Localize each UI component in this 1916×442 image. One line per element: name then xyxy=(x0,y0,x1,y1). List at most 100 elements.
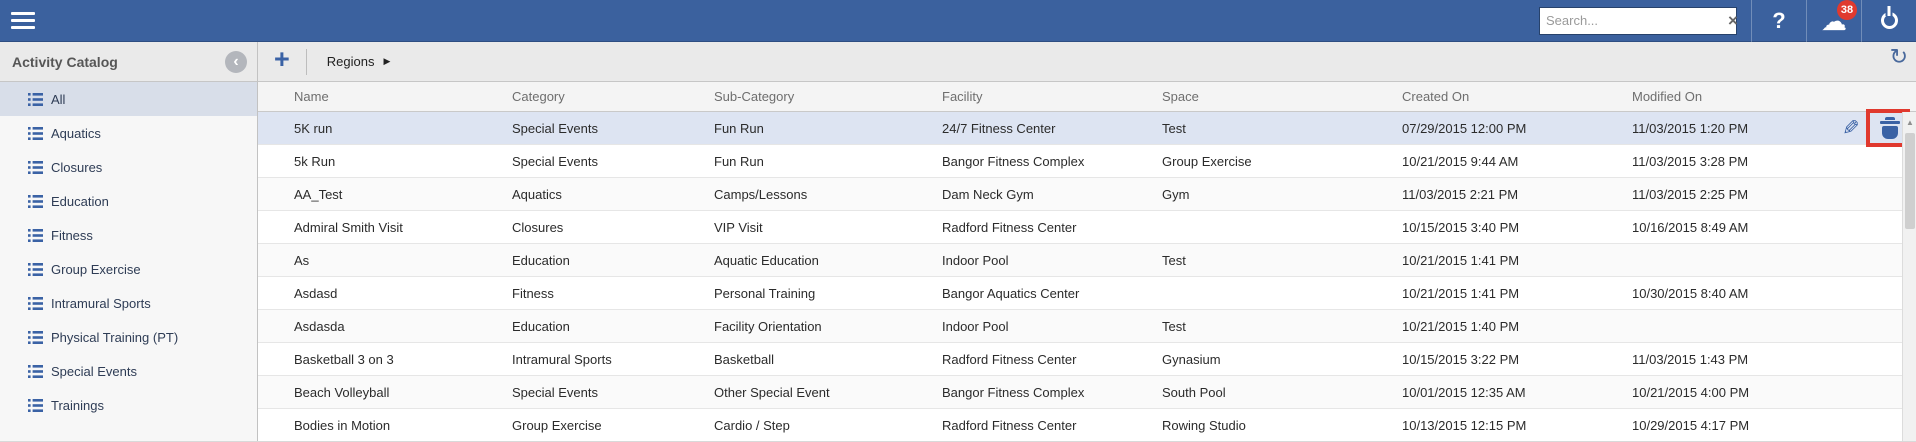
list-icon xyxy=(28,126,43,140)
table-row[interactable]: Beach Volleyball Special Events Other Sp… xyxy=(258,376,1916,409)
sub-bar: Activity Catalog ‹ + Regions ▶ ↻ xyxy=(0,42,1916,82)
cell-sub-category: Camps/Lessons xyxy=(714,186,808,202)
sidebar-collapse-button[interactable]: ‹ xyxy=(225,50,247,73)
breadcrumb[interactable]: Regions ▶ xyxy=(327,54,391,69)
edit-button[interactable]: ✎ xyxy=(1842,117,1860,140)
cell-name: As xyxy=(294,252,310,268)
hamburger-lines xyxy=(11,12,35,29)
table-row[interactable]: Bodies in Motion Group Exercise Cardio /… xyxy=(258,409,1916,441)
sidebar-item-label: All xyxy=(51,91,66,107)
activity-table: Name Category Sub-Category Facility Spac… xyxy=(258,82,1916,441)
sidebar-item-aquatics[interactable]: Aquatics xyxy=(0,116,257,150)
cell-sub-category: Fun Run xyxy=(714,153,764,169)
sidebar-item-group-exercise[interactable]: Group Exercise xyxy=(0,252,257,286)
cell-space: Rowing Studio xyxy=(1162,417,1246,433)
topbar-divider xyxy=(1806,0,1807,42)
cell-created-on: 10/15/2015 3:40 PM xyxy=(1402,219,1520,235)
scroll-up-icon[interactable]: ▲ xyxy=(1903,114,1916,131)
sidebar-item-label: Closures xyxy=(51,159,103,175)
logout-button[interactable] xyxy=(1862,0,1916,42)
cell-facility: Bangor Aquatics Center xyxy=(942,285,1080,301)
list-icon xyxy=(28,160,43,174)
sidebar-item-education[interactable]: Education xyxy=(0,184,257,218)
column-header-space[interactable]: Space xyxy=(1162,89,1199,104)
cell-name: Asdasda xyxy=(294,318,345,334)
cell-facility: Radford Fitness Center xyxy=(942,417,1077,433)
topbar-divider xyxy=(1751,0,1752,42)
column-header-name[interactable]: Name xyxy=(294,89,329,104)
list-icon xyxy=(28,364,43,378)
delete-button[interactable] xyxy=(1880,116,1900,139)
sidebar-item-all[interactable]: All xyxy=(0,82,257,116)
add-button[interactable]: + xyxy=(258,46,306,77)
cell-space: Test xyxy=(1162,318,1186,334)
cell-category: Closures xyxy=(512,219,564,235)
table-row[interactable]: Asdasda Education Facility Orientation I… xyxy=(258,310,1916,343)
cell-modified-on: 11/03/2015 3:28 PM xyxy=(1632,153,1749,169)
table-row[interactable]: Admiral Smith Visit Closures VIP Visit R… xyxy=(258,211,1916,244)
sidebar-item-label: Fitness xyxy=(51,227,93,243)
list-icon xyxy=(28,330,43,344)
cell-sub-category: Cardio / Step xyxy=(714,417,790,433)
table-row[interactable]: Basketball 3 on 3 Intramural Sports Bask… xyxy=(258,343,1916,376)
search-input[interactable] xyxy=(1540,8,1728,33)
table-row[interactable]: Asdasd Fitness Personal Training Bangor … xyxy=(258,277,1916,310)
cell-name: Basketball 3 on 3 xyxy=(294,351,394,367)
sidebar-item-label: Special Events xyxy=(51,363,137,379)
sidebar-item-intramural-sports[interactable]: Intramural Sports xyxy=(0,286,257,320)
cell-created-on: 07/29/2015 12:00 PM xyxy=(1402,120,1527,136)
notification-badge: 38 xyxy=(1837,0,1857,20)
vertical-scrollbar[interactable]: ▲ xyxy=(1902,112,1916,441)
cell-modified-on: 11/03/2015 2:25 PM xyxy=(1632,186,1749,202)
cell-space: South Pool xyxy=(1162,384,1226,400)
table-row[interactable]: 5K run Special Events Fun Run 24/7 Fitne… xyxy=(258,109,1916,147)
cloud-sync-button[interactable]: ☁ 38 xyxy=(1807,0,1861,42)
scrollbar-thumb[interactable] xyxy=(1904,132,1915,229)
table-header-row: Name Category Sub-Category Facility Spac… xyxy=(258,82,1916,112)
help-button[interactable]: ? xyxy=(1752,0,1806,42)
cell-sub-category: Fun Run xyxy=(714,120,764,136)
pencil-icon: ✎ xyxy=(1842,117,1860,140)
sidebar-item-closures[interactable]: Closures xyxy=(0,150,257,184)
column-header-modified-on[interactable]: Modified On xyxy=(1632,89,1703,104)
list-icon xyxy=(28,228,43,242)
column-header-facility[interactable]: Facility xyxy=(942,89,983,104)
list-icon xyxy=(28,92,43,106)
sidebar-item-label: Physical Training (PT) xyxy=(51,329,179,345)
cell-modified-on: 10/21/2015 4:00 PM xyxy=(1632,384,1750,400)
cell-facility: Bangor Fitness Complex xyxy=(942,384,1085,400)
topbar-divider xyxy=(1861,0,1862,42)
sidebar-item-label: Group Exercise xyxy=(51,261,141,277)
cell-category: Group Exercise xyxy=(512,417,602,433)
column-header-category[interactable]: Category xyxy=(512,89,565,104)
sidebar-item-label: Intramural Sports xyxy=(51,295,151,311)
table-row[interactable]: As Education Aquatic Education Indoor Po… xyxy=(258,244,1916,277)
cell-facility: Radford Fitness Center xyxy=(942,351,1077,367)
refresh-icon[interactable]: ↻ xyxy=(1889,44,1908,69)
hamburger-menu-icon[interactable] xyxy=(0,0,46,42)
column-header-created-on[interactable]: Created On xyxy=(1402,89,1470,104)
cell-sub-category: Basketball xyxy=(714,351,774,367)
list-icon xyxy=(28,296,43,310)
cell-name: Admiral Smith Visit xyxy=(294,219,403,235)
cell-created-on: 10/01/2015 12:35 AM xyxy=(1402,384,1526,400)
sidebar-item-physical-training[interactable]: Physical Training (PT) xyxy=(0,320,257,354)
cell-facility: Bangor Fitness Complex xyxy=(942,153,1085,169)
cell-sub-category: Personal Training xyxy=(714,285,816,301)
sidebar-item-special-events[interactable]: Special Events xyxy=(0,354,257,388)
sidebar-item-trainings[interactable]: Trainings xyxy=(0,388,257,422)
breadcrumb-label: Regions xyxy=(326,54,375,69)
search-clear-icon[interactable]: × xyxy=(1728,11,1738,30)
column-header-sub-category[interactable]: Sub-Category xyxy=(714,89,795,104)
cell-space: Group Exercise xyxy=(1162,153,1252,169)
sidebar-item-fitness[interactable]: Fitness xyxy=(0,218,257,252)
cell-category: Fitness xyxy=(512,285,554,301)
cell-name: AA_Test xyxy=(294,186,343,202)
cell-created-on: 10/15/2015 3:22 PM xyxy=(1402,351,1520,367)
table-row[interactable]: AA_Test Aquatics Camps/Lessons Dam Neck … xyxy=(258,178,1916,211)
sidebar-header: Activity Catalog ‹ xyxy=(0,42,258,82)
cell-sub-category: VIP Visit xyxy=(714,219,763,235)
cell-category: Education xyxy=(512,318,570,334)
table-row[interactable]: 5k Run Special Events Fun Run Bangor Fit… xyxy=(258,145,1916,178)
